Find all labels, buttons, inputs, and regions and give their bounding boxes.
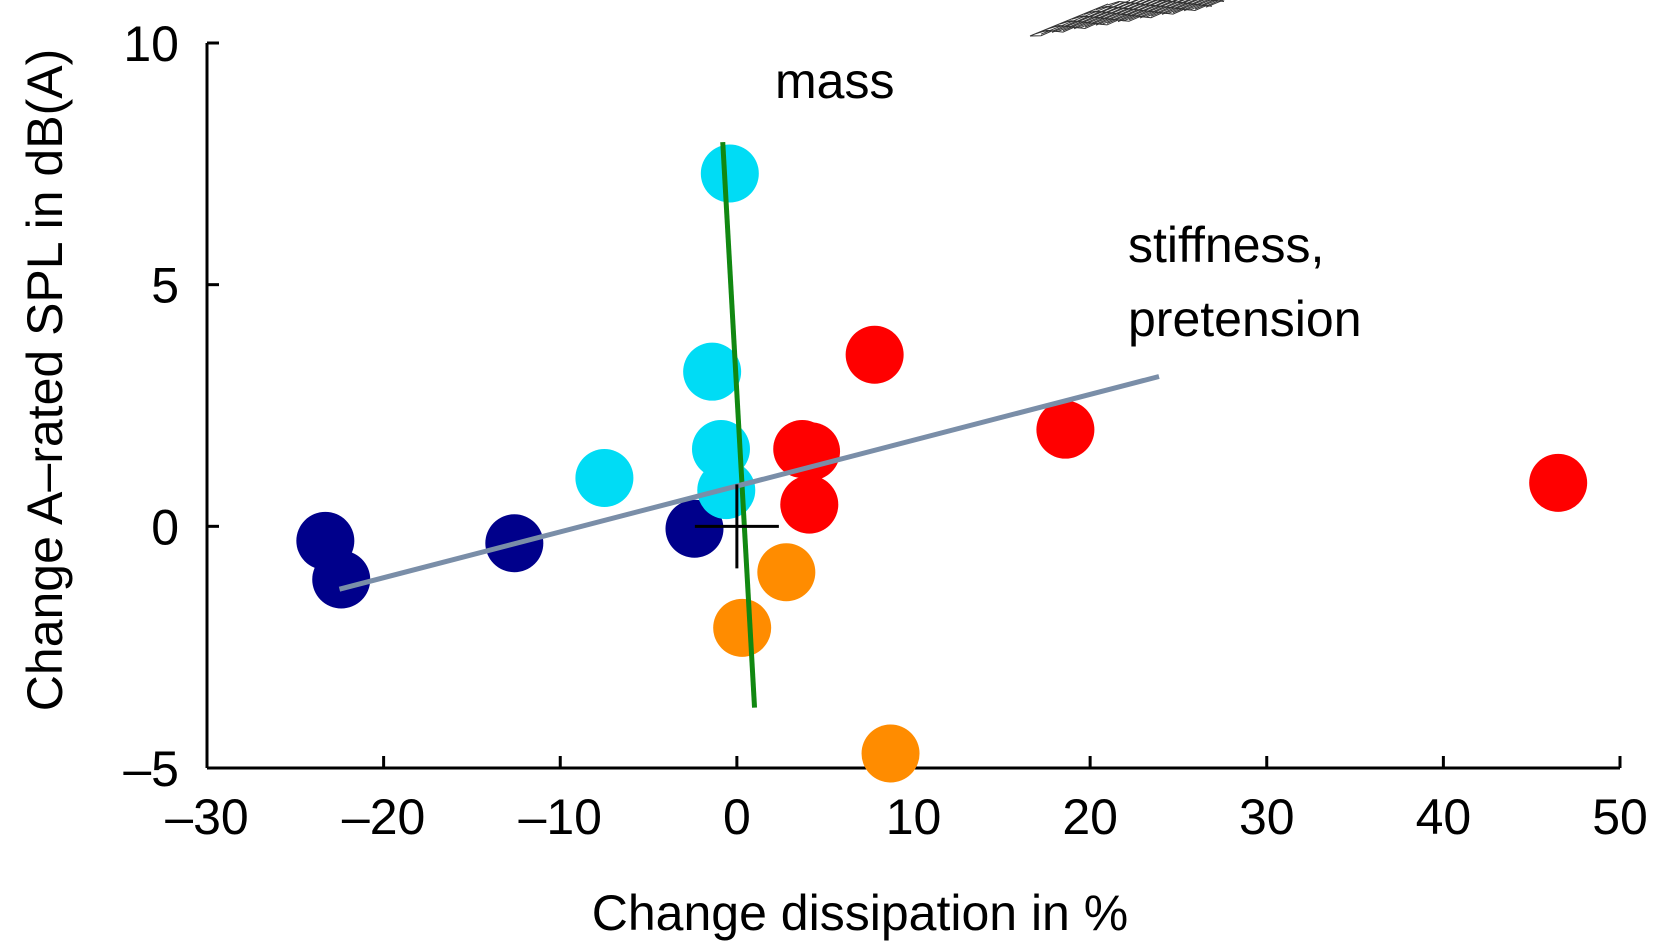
y-tick-label: 10 [123,16,179,72]
x-tick-label: –20 [342,789,425,845]
x-tick-label: –30 [165,789,248,845]
mesh-inset-image [1029,0,1225,37]
x-tick-label: 50 [1592,789,1648,845]
data-points [296,144,1588,783]
y-tick-label: 5 [151,258,179,314]
x-tick-label: 20 [1062,789,1118,845]
data-point-series-0 [312,550,371,609]
data-point-series-3 [861,724,920,783]
data-point-series-1 [683,342,742,401]
data-point-series-3 [757,543,816,602]
x-tick-label: 10 [886,789,942,845]
axes: –30 –20 –10 0 10 20 30 40 50 –5 0 5 10 [123,16,1647,845]
x-tick-label: 40 [1416,789,1472,845]
data-point-series-2 [780,475,839,534]
data-point-series-1 [575,449,634,507]
x-tick-label: 0 [723,789,751,845]
x-tick-label: 30 [1239,789,1295,845]
annotation-stiffness: stiffness, [1128,217,1324,273]
origin-crosshair [694,484,779,569]
data-point-series-3 [713,598,772,657]
y-axis-label: Change A–rated SPL in dB(A) [17,49,73,711]
annotation-pretension: pretension [1128,291,1362,347]
x-axis-label: Change dissipation in % [592,885,1128,941]
data-point-series-2 [1036,400,1095,459]
x-tick-label: –10 [519,789,602,845]
y-tick-label: –5 [123,741,179,797]
data-point-series-0 [665,499,724,558]
data-point-series-2 [782,422,841,481]
fit-line-0 [720,141,758,708]
data-point-series-2 [845,325,904,384]
data-point-series-2 [1529,453,1588,512]
labels: Change dissipation in % Change A–rated S… [17,49,1362,941]
data-point-series-1 [700,144,759,203]
annotation-mass: mass [775,53,894,109]
fit-line-1 [338,374,1160,592]
y-tick-label: 0 [151,499,179,555]
mesh-surface [1029,0,1225,37]
fit-lines-front [338,141,1160,708]
